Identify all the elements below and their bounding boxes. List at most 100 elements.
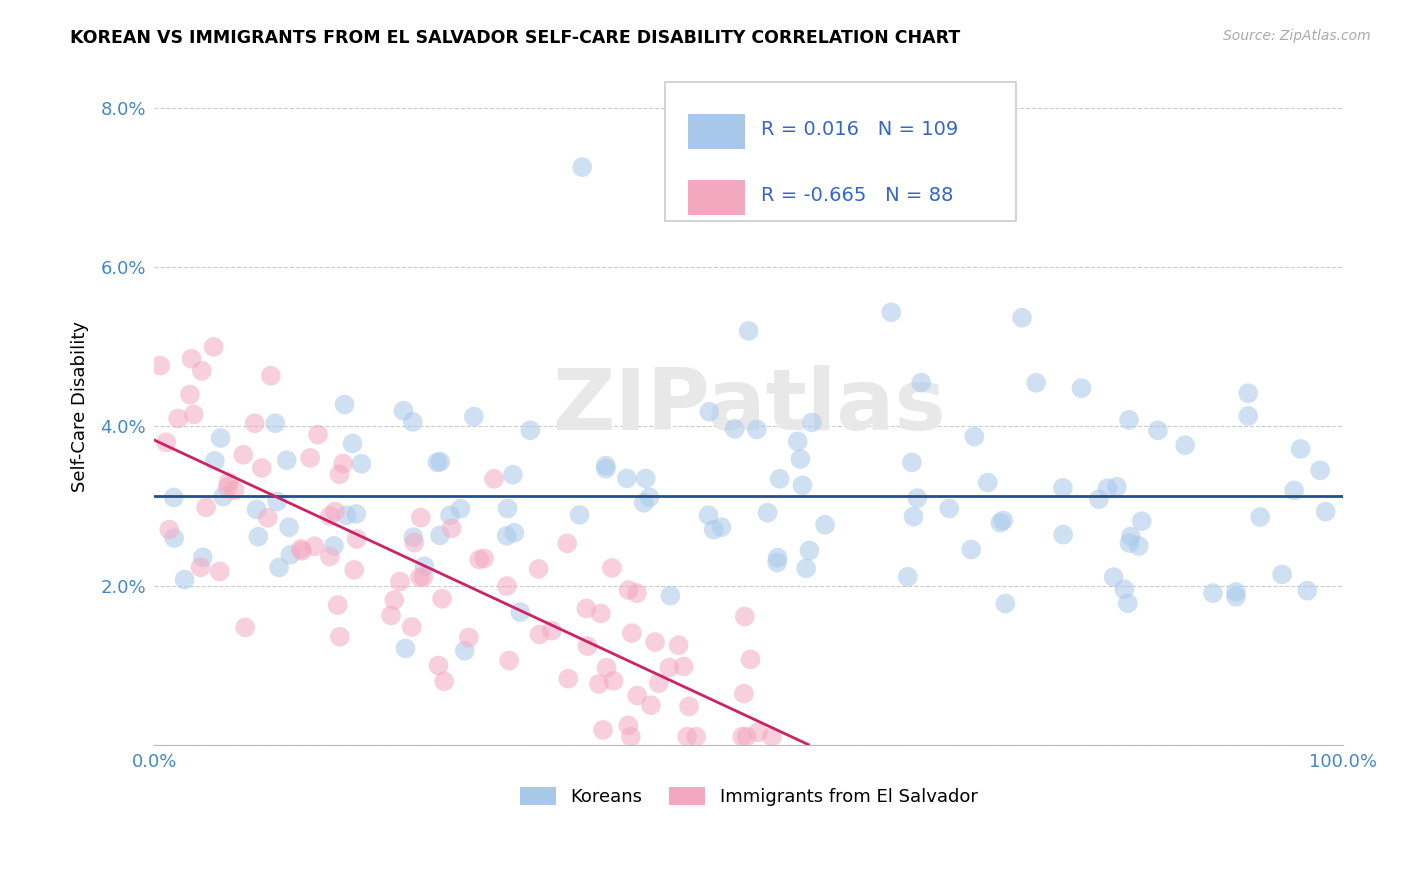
Point [1289,442,1312,456]
Point [276,453,298,467]
Point [388,574,411,589]
Point [697,508,720,523]
Point [529,627,551,641]
Point [897,570,920,584]
Text: R = 0.016   N = 109: R = 0.016 N = 109 [761,120,957,139]
Point [676,730,699,744]
Point [326,598,349,612]
Point [792,478,814,492]
Point [496,501,519,516]
Point [786,434,808,449]
Point [576,639,599,653]
Point [217,480,239,494]
Point [450,501,472,516]
Point [800,416,823,430]
Point [1315,505,1337,519]
Point [307,427,329,442]
Point [155,435,177,450]
Point [323,539,346,553]
Point [644,635,666,649]
Point [1128,539,1150,553]
Point [600,561,623,575]
Point [617,583,640,598]
Point [190,560,212,574]
Point [195,500,218,515]
Point [768,472,790,486]
Point [457,631,479,645]
Point [745,422,768,436]
Point [733,687,755,701]
Point [527,562,550,576]
Y-axis label: Self-Care Disability: Self-Care Disability [72,321,89,492]
Bar [688,180,745,215]
Point [246,502,269,516]
Point [640,698,662,713]
Point [710,520,733,534]
Point [991,513,1014,527]
Point [633,496,655,510]
Point [426,455,449,469]
Point [672,659,695,673]
Point [183,408,205,422]
Point [264,416,287,430]
Point [1130,514,1153,528]
Point [209,431,232,445]
Point [409,510,432,524]
Point [1237,386,1260,401]
Point [903,509,925,524]
Point [737,324,759,338]
Point [429,528,451,542]
Point [498,654,520,668]
Point [697,405,720,419]
Point [346,532,368,546]
Point [977,475,1000,490]
Point [323,504,346,518]
Point [595,461,617,475]
Legend: Koreans, Immigrants from El Salvador: Koreans, Immigrants from El Salvador [512,780,984,814]
Point [468,552,491,566]
Point [620,626,643,640]
Point [568,508,591,522]
Point [402,415,425,429]
Point [960,542,983,557]
Point [735,730,758,744]
Point [163,491,186,505]
Point [250,461,273,475]
Point [557,672,579,686]
Point [430,591,453,606]
Point [1271,567,1294,582]
Point [392,403,415,417]
Point [1025,376,1047,390]
Point [602,673,624,688]
Point [350,457,373,471]
Point [328,467,350,482]
Point [233,620,256,634]
Point [256,511,278,525]
Point [638,491,661,505]
Point [342,436,364,450]
Point [482,472,505,486]
Point [1070,381,1092,395]
Point [541,624,564,638]
Point [332,457,354,471]
Point [280,548,302,562]
Point [267,560,290,574]
Point [595,458,617,473]
Point [404,535,426,549]
Point [555,536,578,550]
Point [1249,510,1271,524]
Point [304,539,326,553]
Point [1309,463,1331,477]
Point [1116,596,1139,610]
Point [658,660,681,674]
Point [766,556,789,570]
FancyBboxPatch shape [665,82,1017,220]
Point [509,605,531,619]
Point [994,597,1017,611]
Point [319,549,342,564]
Point [1102,570,1125,584]
Point [766,550,789,565]
Point [299,450,322,465]
Point [626,689,648,703]
Point [1118,413,1140,427]
